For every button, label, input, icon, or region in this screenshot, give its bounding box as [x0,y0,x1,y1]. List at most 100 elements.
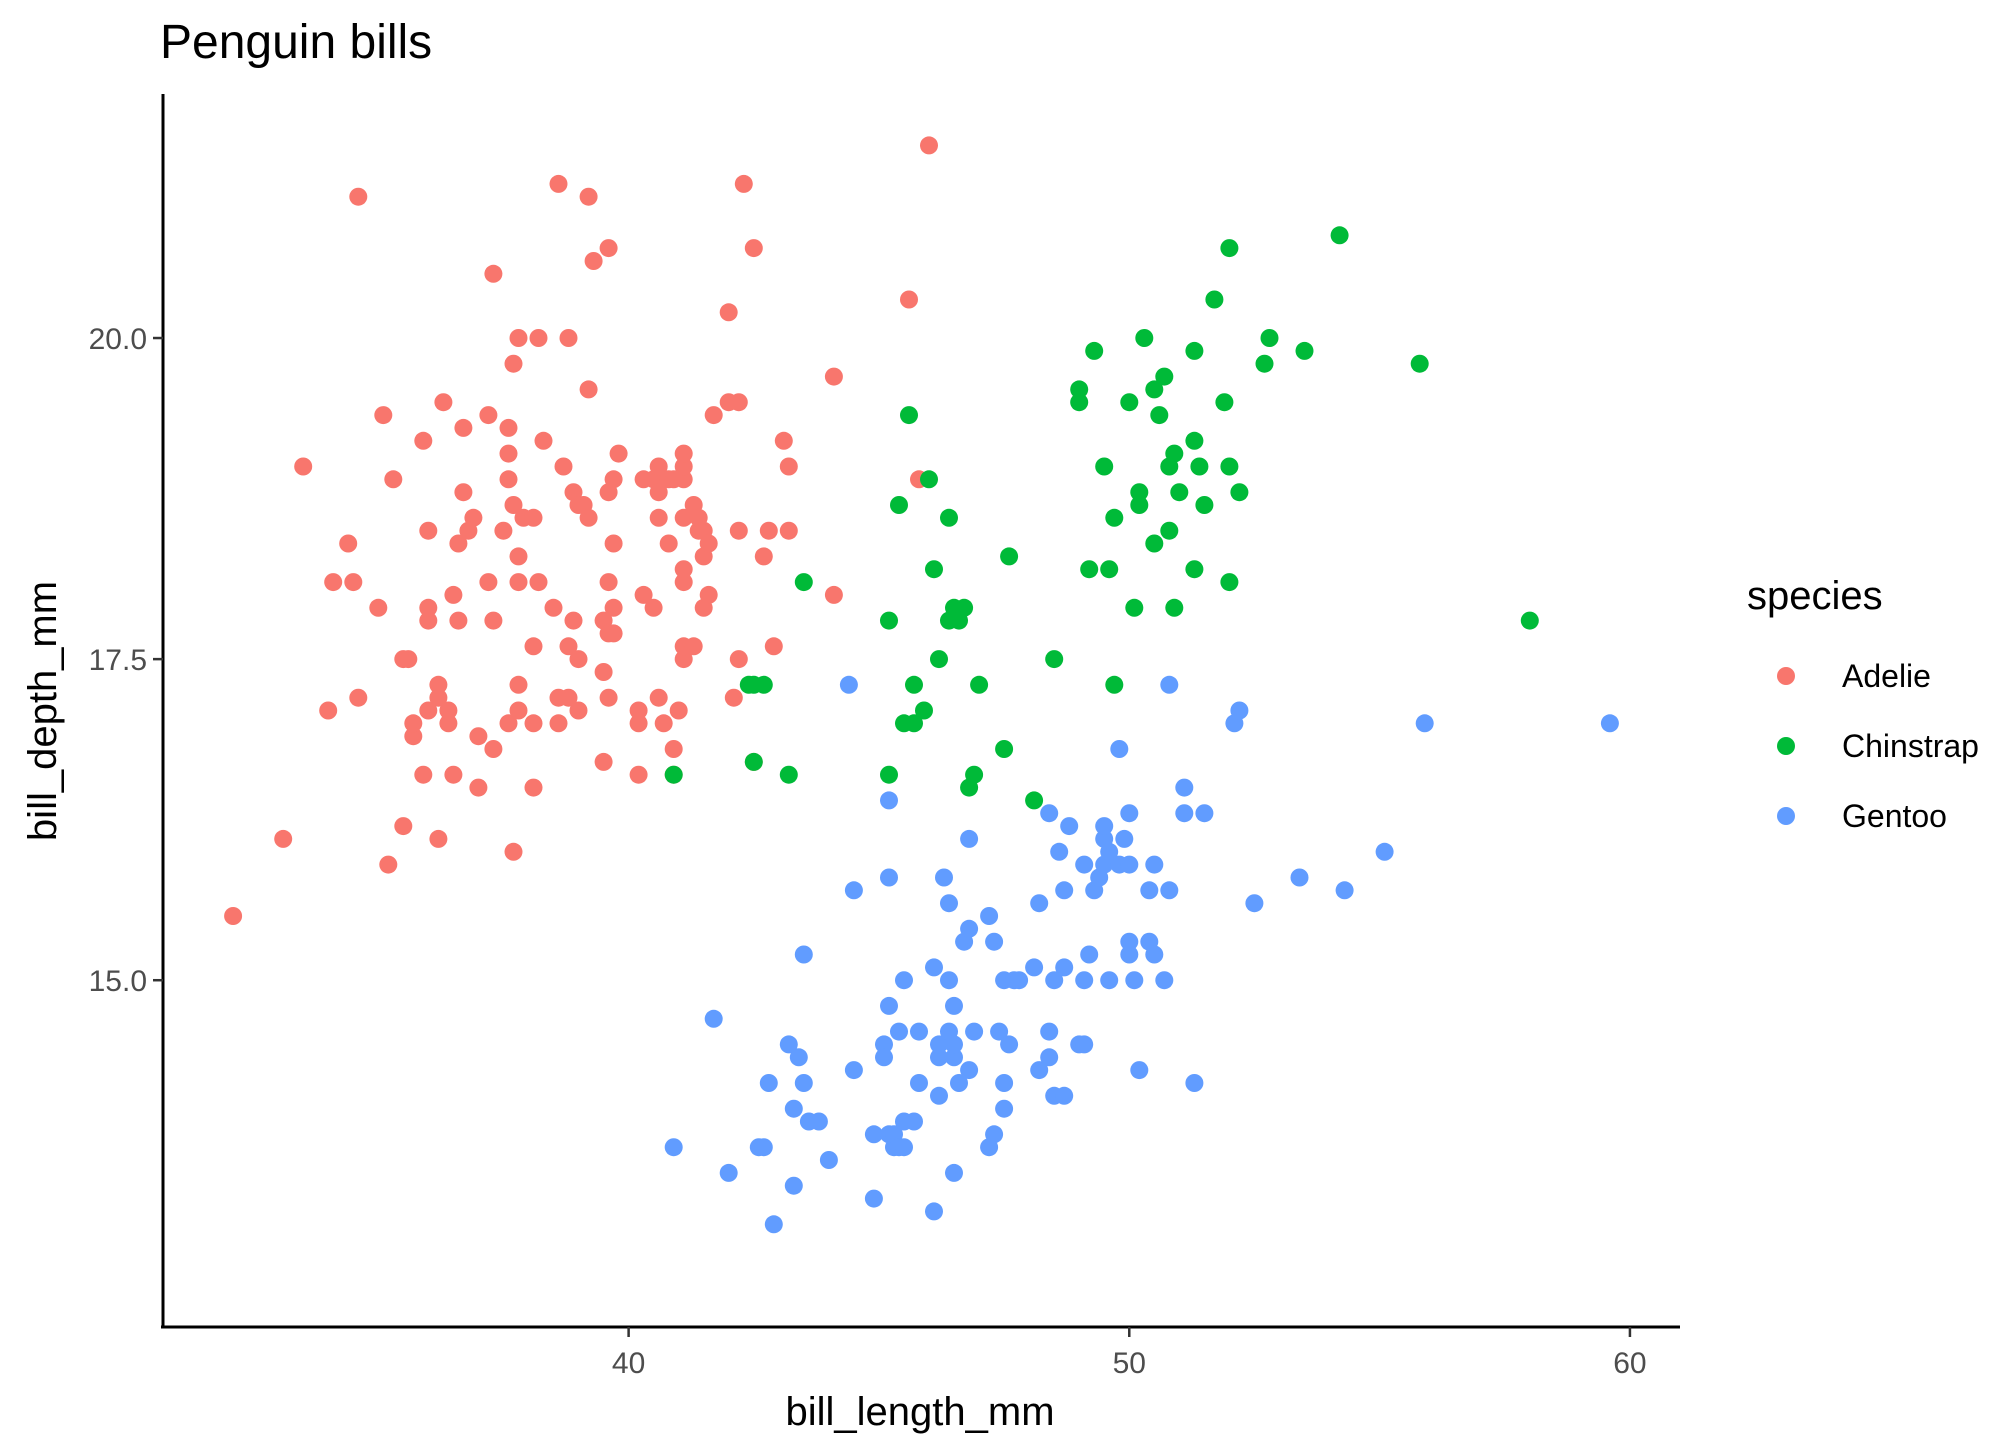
data-point [754,547,773,566]
data-point [784,1099,803,1118]
data-point [674,470,693,489]
data-point [674,444,693,463]
legend-title: species [1747,574,1883,618]
data-point [824,585,843,604]
data-point [900,406,918,425]
data-point [779,457,798,476]
data-point [634,585,653,604]
data-point [1175,804,1194,823]
data-point [379,855,398,874]
data-point [669,701,688,720]
data-point [880,868,898,887]
data-point [534,431,553,450]
data-point [444,585,463,604]
data-point [1075,1035,1094,1054]
data-point [844,1061,863,1080]
data-point [339,534,358,553]
legend-key-chinstrap [1777,737,1795,755]
data-point [1160,521,1179,540]
data-point [1230,483,1249,502]
data-point [945,996,963,1015]
data-point [1120,855,1139,874]
data-point [674,457,693,476]
data-point [940,971,958,990]
data-point [1220,457,1239,476]
data-point [990,1022,1009,1041]
data-point [819,1151,838,1169]
data-point [1170,483,1189,502]
data-point [499,714,518,733]
data-point [1190,457,1209,476]
data-point [985,1125,1004,1144]
data-point [1040,1022,1059,1041]
data-point [1000,547,1019,566]
data-point [1030,1061,1049,1080]
data-point [464,508,483,527]
data-point [644,598,663,617]
data-point [1110,740,1129,758]
data-point [429,675,448,694]
x-tick-label: 50 [1113,1347,1146,1380]
legend-label-chinstrap: Chinstrap [1842,728,1979,764]
data-point [1120,945,1139,964]
data-point [629,701,648,720]
x-axis-ticks: 40 50 60 [612,1327,1647,1380]
data-point [444,765,463,784]
data-point [449,611,468,630]
data-point [880,791,898,810]
data-point [1335,881,1354,900]
data-point [1145,534,1164,553]
data-point [960,919,979,938]
data-point [784,1176,803,1195]
data-point [1030,894,1049,913]
data-point [1165,598,1184,617]
data-point [759,1074,778,1092]
data-point [1125,971,1144,990]
data-point [524,778,543,797]
y-tick-label: 15.0 [89,965,147,998]
data-point [479,406,498,425]
x-tick-label: 40 [612,1347,645,1380]
data-point [674,560,693,579]
data-point [1410,354,1429,373]
data-point [509,547,528,566]
data-point [1160,881,1179,900]
data-point [729,521,748,540]
data-point [629,765,648,784]
data-point [394,817,413,836]
data-point [920,470,938,489]
data-point [965,765,984,784]
data-point [319,701,338,720]
data-point [629,714,648,733]
data-point [604,534,623,553]
data-point [604,624,623,643]
data-point [1025,791,1044,810]
data-point [779,1035,798,1054]
data-point [1055,881,1074,900]
data-point [794,1074,813,1092]
data-point [1100,971,1119,990]
y-tick-label: 17.5 [89,644,147,677]
data-point [719,303,738,322]
data-point [674,650,693,669]
data-point [499,418,518,437]
data-point [905,714,923,733]
data-point [945,1163,963,1182]
data-point [794,945,813,964]
data-point [1185,1074,1204,1092]
data-point [649,457,668,476]
data-point [1070,380,1089,399]
data-point [294,457,313,476]
data-point [454,483,473,502]
data-point [1115,829,1134,848]
data-point [824,367,843,386]
data-point [940,894,958,913]
data-point [754,675,773,694]
data-point [1080,945,1099,964]
data-point [599,239,618,258]
data-point [524,714,543,733]
legend-label-gentoo: Gentoo [1842,798,1947,834]
series-gentoo [664,675,1619,1234]
data-point [504,496,523,514]
data-point [449,534,468,553]
